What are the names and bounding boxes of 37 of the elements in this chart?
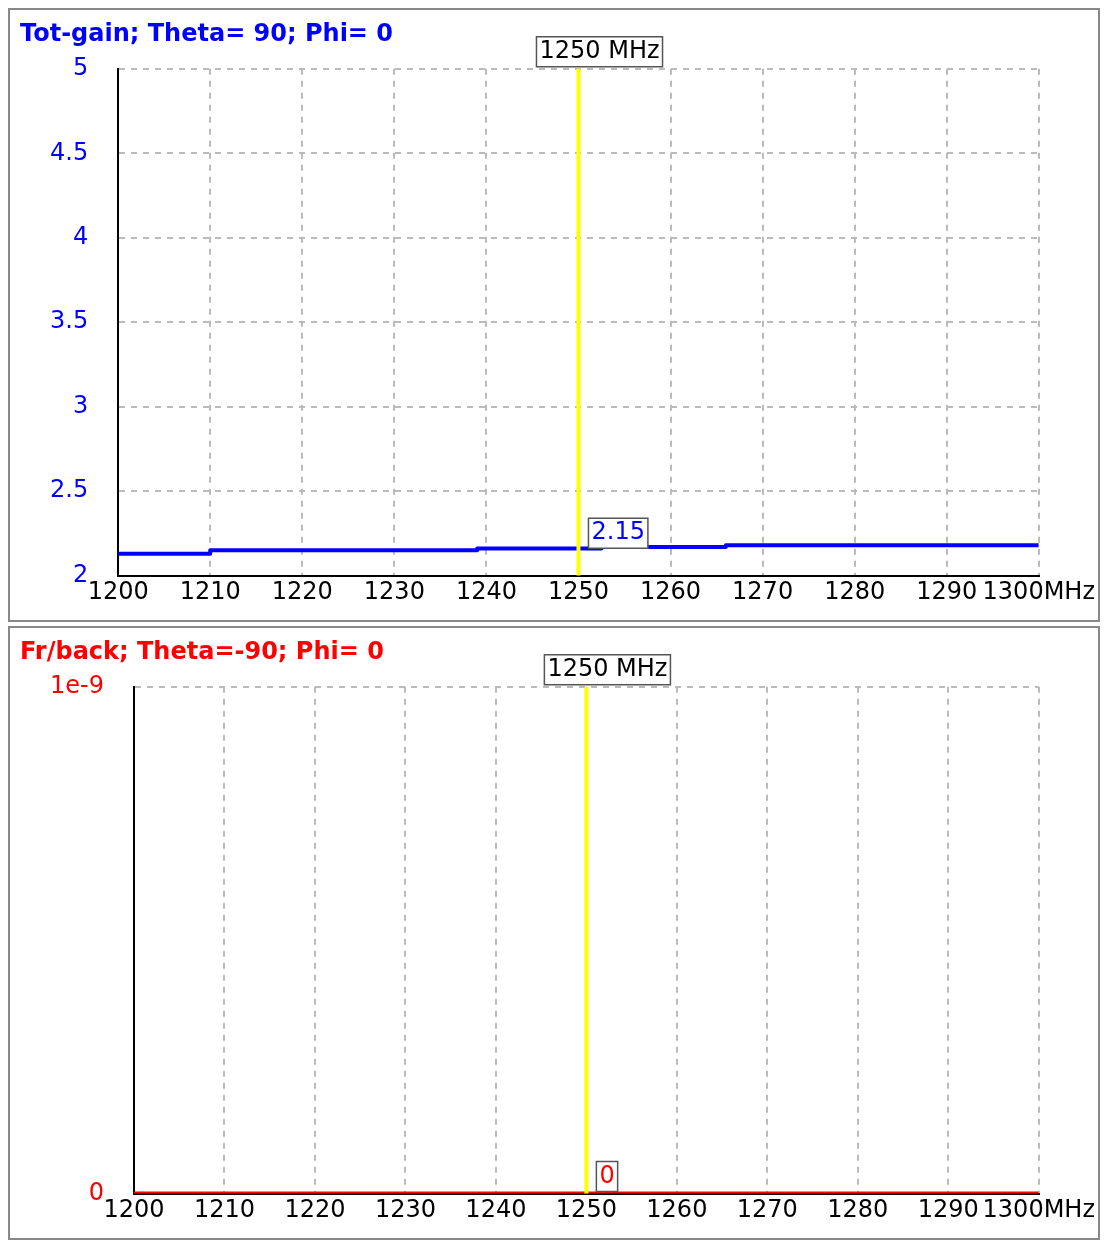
x-tick-label: 1300MHz [982,577,1095,606]
x-tick-label: 1260 [646,1195,708,1224]
x-tick-label: 1210 [179,577,241,606]
x-tick-label: 1210 [193,1195,255,1224]
x-tick-label: 1300MHz [982,1195,1095,1224]
x-tick-label: 1200 [87,577,149,606]
y-tick-label: 1e-9 [50,671,104,700]
x-tick-label: 1230 [363,577,425,606]
x-tick-label: 1280 [824,577,886,606]
x-tick-label: 1290 [917,1195,979,1224]
annotation: 2.15 [591,517,645,546]
x-tick-label: 1280 [827,1195,889,1224]
y-tick-label: 3.5 [50,306,89,335]
annotation: 0 [599,1160,615,1189]
x-tick-label: 1220 [271,577,333,606]
x-tick-label: 1230 [374,1195,436,1224]
y-tick-label: 2.5 [50,475,89,504]
y-tick-label: 5 [72,53,89,82]
x-tick-label: 1250 [547,577,610,606]
ref-line-label: 1250 MHz [539,36,660,65]
x-tick-label: 1290 [916,577,978,606]
chart-title: Tot-gain; Theta= 90; Phi= 0 [20,18,394,47]
x-tick-label: 1260 [640,577,702,606]
y-tick-label: 4 [72,221,89,250]
y-tick-label: 4.5 [50,137,89,166]
y-tick-label: 3 [72,390,89,419]
x-tick-label: 1270 [732,577,794,606]
x-tick-label: 1240 [455,577,517,606]
chart-title: Fr/back; Theta=-90; Phi= 0 [20,636,384,665]
x-tick-label: 1240 [465,1195,527,1224]
y-tick-label: 0 [88,1177,104,1206]
x-tick-label: 1220 [284,1195,346,1224]
ref-line-label: 1250 MHz [547,654,668,683]
x-tick-label: 1270 [736,1195,798,1224]
x-tick-label: 1200 [103,1195,165,1224]
y-tick-label: 2 [72,559,89,588]
x-tick-label: 1250 [555,1195,617,1224]
